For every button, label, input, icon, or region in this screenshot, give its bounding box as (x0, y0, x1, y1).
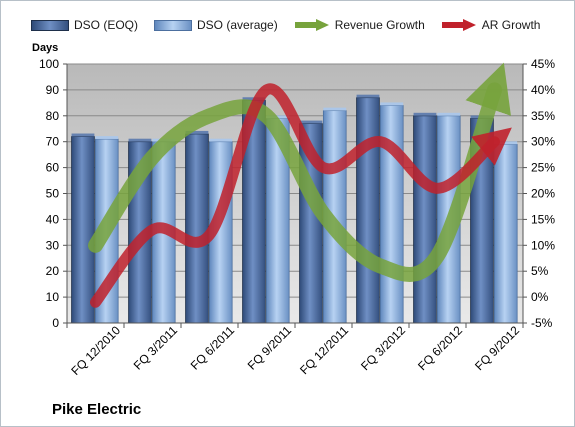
y2-tick-label: 15% (531, 212, 555, 226)
y2-tick-label: 40% (531, 83, 555, 97)
bar-top-dso-average (95, 136, 119, 140)
y-tick-label: 60 (46, 161, 60, 175)
y2-tick-label: 45% (531, 57, 555, 71)
y-tick-label: 0 (52, 316, 59, 330)
bar-top-dso-eoq (299, 120, 323, 124)
y2-tick-label: 5% (531, 264, 549, 278)
y-tick-label: 80 (46, 109, 60, 123)
bar-dso-eoq (71, 136, 95, 324)
legend-arrow-green-icon (294, 19, 329, 31)
x-tick-label: FQ 6/2011 (188, 323, 238, 373)
bar-top-dso-average (380, 102, 404, 106)
bar-top-dso-average (209, 138, 233, 142)
legend-label-revenue-growth: Revenue Growth (334, 18, 425, 32)
y2-tick-label: 10% (531, 238, 555, 252)
company-name: Pike Electric (52, 401, 142, 418)
bar-top-dso-average (323, 107, 347, 111)
x-tick-label: FQ 12/2011 (297, 323, 351, 377)
line-series (88, 62, 512, 308)
x-tick-label: FQ 12/2010 (68, 323, 123, 378)
y-tick-label: 30 (46, 238, 60, 252)
x-tick-label: FQ 9/2012 (472, 323, 522, 373)
line-revenue-growth (88, 62, 511, 282)
bar-top-dso-eoq (185, 130, 209, 134)
bar-top-dso-eoq (71, 133, 95, 137)
bar-dso-eoq (356, 97, 380, 324)
y-tick-label: 40 (46, 212, 60, 226)
y-axis-label: Days (32, 42, 59, 54)
line-ar-growth (90, 83, 512, 308)
y-tick-label: 70 (46, 135, 60, 149)
y-tick-label: 90 (46, 83, 60, 97)
chart-legend: DSO (EOQ) DSO (average) Revenue Growth A… (31, 15, 556, 35)
legend-item-dso-average: DSO (average) (154, 18, 278, 32)
legend-arrow-red-icon (441, 19, 476, 31)
legend-swatch-dso-eoq (31, 19, 69, 31)
legend-label-ar-growth: AR Growth (481, 18, 541, 32)
y2-tick-label: 0% (531, 290, 549, 304)
bar-top-dso-average (437, 112, 461, 116)
bar-dso-eoq (185, 133, 209, 324)
y-tick-label: 100 (39, 57, 59, 71)
legend-label-dso-eoq: DSO (EOQ) (74, 18, 139, 32)
y-tick-label: 10 (46, 290, 60, 304)
y2-tick-label: -5% (531, 316, 553, 330)
legend-swatch-dso-average (154, 19, 193, 31)
y-tick-label: 20 (46, 264, 60, 278)
x-tick-label: FQ 9/2011 (245, 323, 295, 373)
x-tick-label: FQ 6/2012 (415, 323, 465, 373)
legend-item-revenue-growth: Revenue Growth (294, 18, 425, 32)
x-tick-label: FQ 3/2011 (131, 323, 181, 373)
bar-top-dso-eoq (413, 112, 437, 116)
x-tick-label: FQ 3/2012 (358, 323, 408, 373)
bar-dso-average (493, 143, 518, 324)
y-tick-label: 50 (46, 187, 60, 201)
bar-dso-eoq (413, 115, 437, 324)
y2-tick-label: 25% (531, 161, 555, 175)
legend-item-ar-growth: AR Growth (441, 18, 541, 32)
y2-tick-label: 35% (531, 109, 555, 123)
y2-tick-label: 30% (531, 135, 555, 149)
bar-top-dso-eoq (128, 138, 152, 142)
bar-top-dso-eoq (356, 94, 380, 98)
y2-tick-label: 20% (531, 187, 555, 201)
legend-label-dso-average: DSO (average) (197, 18, 278, 32)
legend-item-dso-eoq: DSO (EOQ) (31, 18, 138, 32)
